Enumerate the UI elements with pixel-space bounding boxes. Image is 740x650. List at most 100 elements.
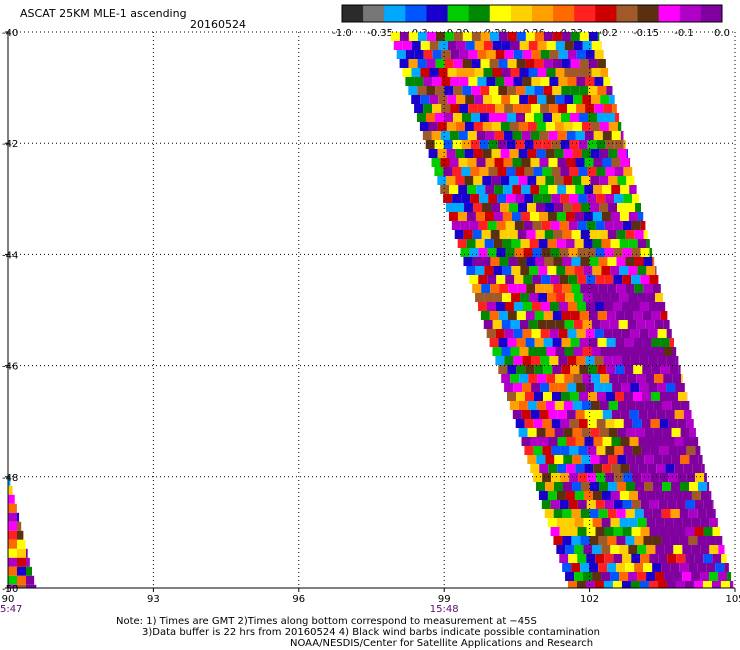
data-cell xyxy=(589,563,599,572)
data-cell xyxy=(621,383,631,392)
data-cell xyxy=(571,563,581,572)
data-cell xyxy=(556,293,566,302)
data-cell xyxy=(633,365,643,374)
data-cell xyxy=(510,320,520,329)
data-cell xyxy=(504,77,514,86)
data-cell xyxy=(569,167,579,176)
axis-labels: 90 93 96 99 102 105 -40 -42 -44 -46 -48 -50 15:47 15:… xyxy=(0,28,740,615)
data-cell xyxy=(663,320,670,329)
data-cell xyxy=(559,527,569,536)
data-cell xyxy=(677,419,687,428)
data-cell xyxy=(665,410,675,419)
data-cell xyxy=(440,131,450,140)
data-cell xyxy=(469,275,479,284)
data-cell xyxy=(548,158,558,167)
data-cell xyxy=(579,32,589,41)
data-cell xyxy=(550,275,560,284)
data-cell xyxy=(548,131,558,140)
data-cell xyxy=(507,365,517,374)
data-cell xyxy=(569,392,579,401)
data-cell xyxy=(572,122,582,131)
data-cell xyxy=(575,410,585,419)
data-cell xyxy=(611,437,621,446)
data-cell xyxy=(659,446,669,455)
data-cell xyxy=(558,104,568,113)
data-cell xyxy=(645,320,655,329)
data-cell xyxy=(491,176,501,185)
data-cell xyxy=(659,392,669,401)
data-cell xyxy=(8,494,15,504)
data-cell xyxy=(677,446,687,455)
data-cell xyxy=(603,302,613,311)
data-cell xyxy=(686,419,694,428)
data-cell xyxy=(556,212,566,221)
data-cell xyxy=(531,329,541,338)
data-cell xyxy=(461,167,471,176)
data-cell xyxy=(417,32,427,41)
data-cell xyxy=(514,275,524,284)
data-cell xyxy=(594,302,604,311)
data-cell xyxy=(521,410,531,419)
data-cell xyxy=(586,221,596,230)
data-cell xyxy=(515,419,525,428)
data-cell xyxy=(562,257,572,266)
data-cell xyxy=(671,428,681,437)
data-cell xyxy=(554,176,564,185)
data-cell xyxy=(528,95,538,104)
data-cell xyxy=(724,563,729,572)
data-cell xyxy=(444,86,454,95)
data-cell xyxy=(613,221,623,230)
data-cell xyxy=(518,176,528,185)
data-cell xyxy=(557,437,567,446)
data-cell xyxy=(542,446,552,455)
data-cell xyxy=(426,113,436,122)
colorbar-tick-label: -0.15 xyxy=(633,28,659,39)
data-cell xyxy=(489,86,499,95)
data-cell xyxy=(683,464,693,473)
data-cell xyxy=(650,392,660,401)
data-cell xyxy=(455,203,465,212)
data-cell xyxy=(488,167,498,176)
data-cell xyxy=(653,401,663,410)
data-cell xyxy=(613,248,623,257)
data-cell xyxy=(492,41,502,50)
data-cell xyxy=(562,563,572,572)
data-cell xyxy=(490,230,500,239)
data-cell xyxy=(595,500,605,509)
data-cell xyxy=(579,311,589,320)
colorbar-swatch xyxy=(405,5,427,22)
data-cell xyxy=(540,302,550,311)
data-cell xyxy=(637,293,647,302)
data-cell xyxy=(691,545,701,554)
data-cell xyxy=(486,104,496,113)
data-cell xyxy=(520,239,530,248)
colorbar-tick-label: -1.0 xyxy=(332,28,352,39)
data-cell xyxy=(600,68,609,77)
data-cell xyxy=(530,185,540,194)
data-cell xyxy=(701,464,705,473)
data-cell xyxy=(463,257,473,266)
data-cell xyxy=(484,266,494,275)
data-cell xyxy=(507,113,517,122)
data-cell xyxy=(437,149,447,158)
data-cell xyxy=(512,131,522,140)
y-tick-label: -50 xyxy=(2,584,18,595)
data-cell xyxy=(550,527,560,536)
data-cell xyxy=(521,437,531,446)
data-cell xyxy=(8,566,17,576)
data-cell xyxy=(620,464,630,473)
data-cell xyxy=(632,473,642,482)
data-cell xyxy=(528,41,538,50)
data-cell xyxy=(510,41,520,50)
data-cell xyxy=(605,392,615,401)
data-cell xyxy=(643,230,648,239)
colorbar-swatch xyxy=(342,5,364,22)
data-cell xyxy=(542,473,552,482)
data-cell xyxy=(452,194,462,203)
data-cell xyxy=(591,68,601,77)
data-cell xyxy=(546,320,556,329)
data-cell xyxy=(474,68,484,77)
data-cell xyxy=(622,275,632,284)
data-cell xyxy=(637,212,644,221)
data-cell xyxy=(541,275,551,284)
